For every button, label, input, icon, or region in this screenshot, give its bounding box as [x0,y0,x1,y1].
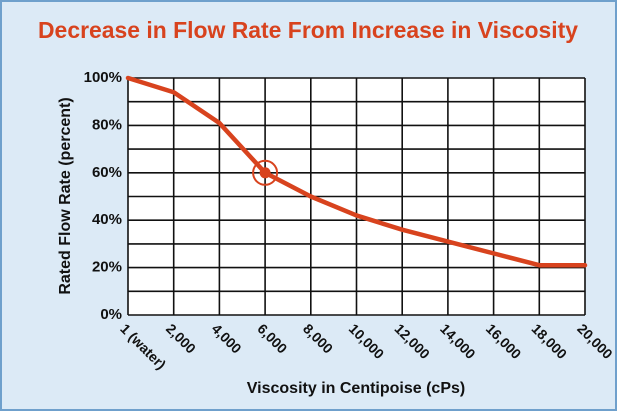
y-tick-label: 40% [92,211,122,228]
y-axis-label: Rated Flow Rate (percent) [57,97,74,294]
y-tick-label: 100% [84,69,122,86]
y-tick-label: 60% [92,164,122,181]
highlight-ring [252,159,279,186]
chart-title: Decrease in Flow Rate From Increase in V… [38,17,578,43]
highlight-point [259,167,271,179]
y-tick-label: 20% [92,259,122,276]
y-tick-label: 80% [92,116,122,133]
line [125,75,588,268]
y-tick-label: 0% [100,306,122,323]
x-axis-label: Viscosity in Centipoise (cPs) [247,380,465,397]
